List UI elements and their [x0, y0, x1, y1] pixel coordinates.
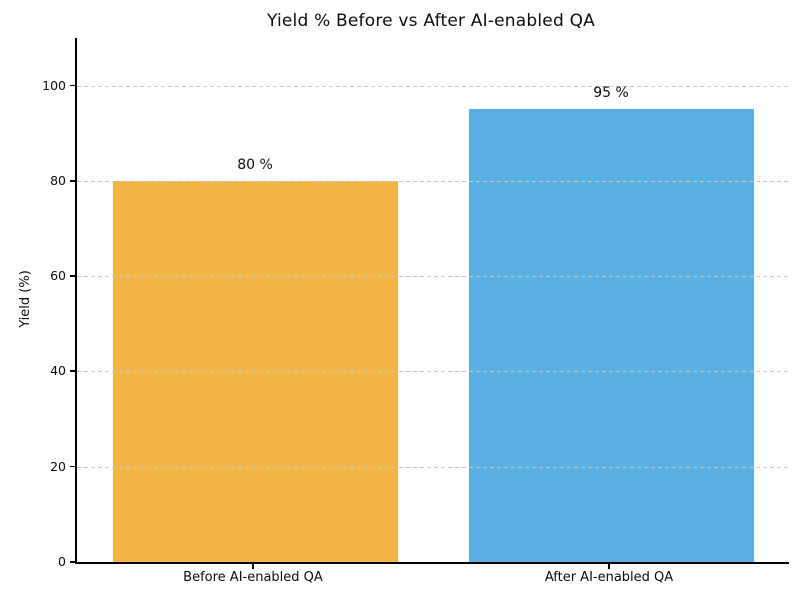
- gridline: [77, 85, 789, 87]
- y-tick-mark: [70, 179, 75, 182]
- y-tick-label: 0: [58, 554, 66, 569]
- y-tick-label: 20: [50, 458, 66, 474]
- bar-after: [468, 109, 754, 562]
- y-tick-label: 40: [50, 363, 66, 379]
- gridline: [77, 466, 789, 468]
- x-tick-label: Before AI-enabled QA: [183, 570, 323, 585]
- y-tick-label: 100: [42, 77, 66, 93]
- plot-area: 80 % 95 %: [75, 38, 789, 564]
- y-tick-mark: [70, 465, 75, 468]
- y-tick-mark: [70, 561, 75, 563]
- y-axis-label: Yield (%): [18, 270, 33, 328]
- gridline: [77, 180, 789, 182]
- y-tick-mark: [70, 275, 75, 277]
- chart-title: Yield % Before vs After AI-enabled QA: [267, 11, 595, 31]
- bar-value-label: 80 %: [237, 156, 273, 173]
- gridline: [77, 276, 789, 278]
- x-tick-mark: [608, 564, 610, 569]
- y-tick-label: 80: [50, 172, 66, 188]
- y-tick-mark: [70, 84, 75, 87]
- bar-value-label: 95 %: [593, 85, 629, 102]
- x-tick-label: After AI-enabled QA: [544, 570, 674, 585]
- y-tick-mark: [70, 370, 75, 373]
- x-tick-mark: [252, 564, 254, 569]
- gridline: [77, 371, 789, 373]
- y-tick-label: 60: [50, 268, 66, 284]
